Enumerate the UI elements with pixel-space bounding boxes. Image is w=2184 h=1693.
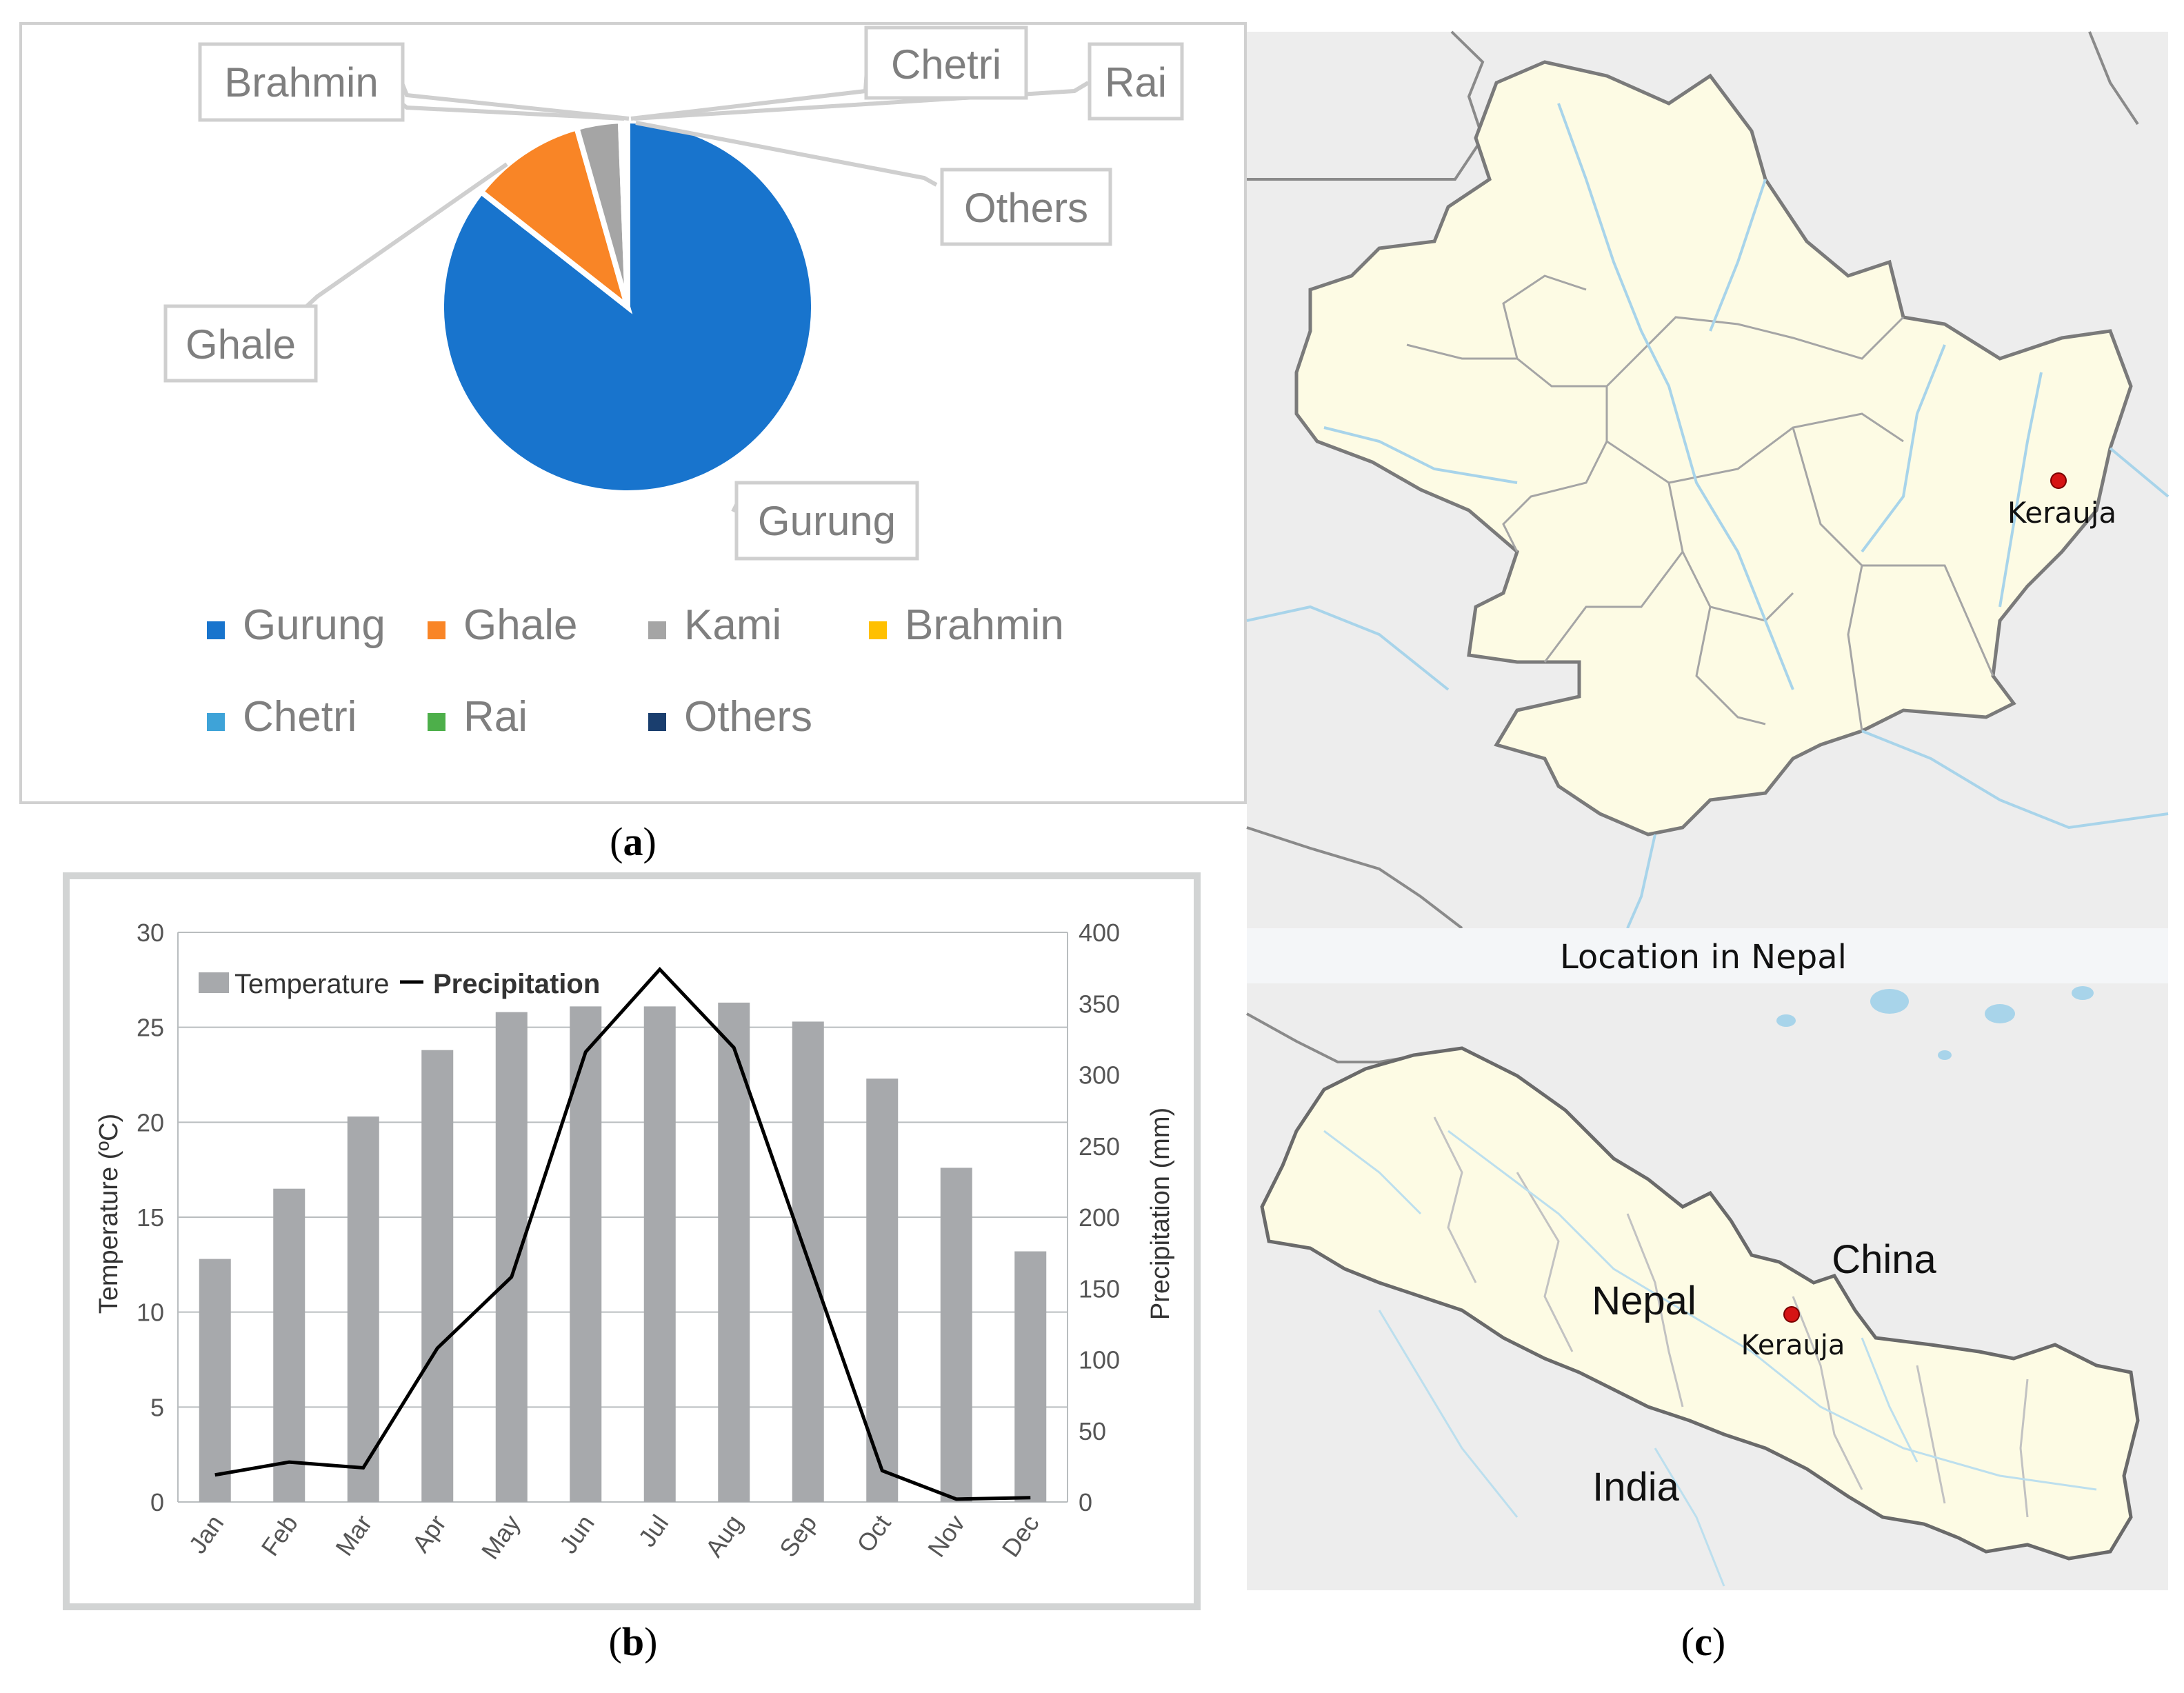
y2-tick-label: 50 — [1079, 1417, 1106, 1445]
legend-temperature-swatch — [199, 972, 229, 993]
callout-rai: Rai — [1105, 59, 1167, 106]
caption-b: (b) — [609, 1619, 658, 1664]
map-panel: Kerauja Location in Nepal — [1246, 30, 2170, 1590]
kerauja-label-upper: Kerauja — [2007, 496, 2116, 530]
climate-frame — [63, 872, 1201, 1610]
kerauja-marker-lower — [1783, 1306, 1800, 1323]
pie-slices — [439, 117, 817, 496]
y-tick-label: 10 — [137, 1299, 164, 1327]
climate-gridlines — [177, 932, 1068, 1503]
legend-swatch-brahmin — [869, 621, 887, 639]
temperature-bar-nov — [940, 1168, 972, 1502]
legend-label-ghale: Ghale — [463, 601, 577, 649]
callout-others: Others — [964, 185, 1088, 231]
nepal-shape — [1260, 1046, 2140, 1561]
y2-tick-label: 300 — [1079, 1061, 1120, 1090]
legend-swatch-gurung — [207, 621, 225, 639]
y2-tick-label: 150 — [1079, 1274, 1120, 1303]
climate-legend: Temperature Precipitation — [199, 969, 600, 999]
y-tick-label: 0 — [150, 1488, 164, 1516]
y-tick-label: 15 — [137, 1203, 164, 1232]
kerauja-marker-upper — [2050, 472, 2067, 489]
map-title: Location in Nepal — [1560, 938, 1847, 976]
temperature-bar-mar — [347, 1116, 379, 1502]
y-tick-label: 5 — [150, 1393, 164, 1421]
temperature-bar-aug — [718, 1002, 750, 1502]
legend-temperature-label: Temperature — [234, 969, 390, 999]
legend-swatch-rai — [428, 713, 445, 731]
temperature-bar-oct — [866, 1079, 899, 1502]
precipitation-line — [214, 967, 1031, 1501]
pie-slice-ghale — [477, 124, 633, 314]
pie-slice-others — [623, 117, 630, 308]
y2-tick-label: 0 — [1079, 1488, 1092, 1516]
temperature-bar-jul — [643, 1006, 676, 1502]
pie-legend: Gurung Ghale Kami Brahmin Chetri Rai Others — [207, 601, 1064, 741]
caption-a: (a) — [610, 819, 657, 864]
label-india: India — [1592, 1465, 1680, 1510]
legend-precipitation-label: Precipitation — [433, 969, 600, 999]
temperature-bar-dec — [1014, 1251, 1047, 1502]
callout-ghale: Ghale — [186, 321, 296, 368]
y-axis-title-temperature: Temperature (ºC) — [94, 1114, 123, 1314]
district-map: Kerauja — [1246, 30, 2170, 930]
callout-brahmin: Brahmin — [224, 59, 378, 106]
legend-label-others: Others — [684, 693, 812, 741]
legend-label-chetri: Chetri — [243, 693, 357, 741]
legend-label-brahmin: Brahmin — [905, 601, 1064, 649]
temperature-bar-feb — [273, 1188, 305, 1502]
temperature-bar-may — [495, 1012, 528, 1502]
pie-panel: Brahmin Chetri Rai Others Ghale Gurung G… — [19, 22, 1247, 804]
y-axis-title-precipitation: Precipitation (mm) — [1146, 1108, 1175, 1320]
y-tick-label: 30 — [137, 919, 164, 947]
label-china: China — [1832, 1237, 1936, 1282]
legend-label-kami: Kami — [684, 601, 781, 649]
y2-tick-label: 100 — [1079, 1346, 1120, 1374]
temperature-bar-jan — [199, 1259, 231, 1502]
legend-label-gurung: Gurung — [243, 601, 385, 649]
temperature-bar-apr — [421, 1050, 454, 1502]
y-tick-label: 20 — [137, 1108, 164, 1136]
y-tick-label: 25 — [137, 1014, 164, 1042]
callout-chetri: Chetri — [891, 41, 1001, 88]
callout-gurung: Gurung — [758, 498, 896, 544]
y2-tick-label: 200 — [1079, 1203, 1120, 1232]
kerauja-label-lower: Kerauja — [1741, 1330, 1845, 1361]
label-nepal: Nepal — [1592, 1279, 1696, 1323]
legend-swatch-chetri — [207, 713, 225, 731]
district-shape — [1294, 60, 2133, 837]
legend-label-rai: Rai — [463, 693, 528, 741]
legend-swatch-ghale — [428, 621, 445, 639]
pie-slice-gurung — [439, 117, 817, 496]
legend-swatch-kami — [648, 621, 666, 639]
caption-c: (c) — [1681, 1619, 1725, 1664]
y2-tick-label: 250 — [1079, 1132, 1120, 1161]
nepal-map: Kerauja Nepal China India — [1246, 983, 2168, 1590]
y2-tick-label: 400 — [1079, 919, 1120, 947]
y2-tick-label: 350 — [1079, 990, 1120, 1018]
legend-swatch-others — [648, 713, 666, 731]
pie-callouts: Brahmin Chetri Rai Others Ghale Gurung — [163, 26, 1184, 561]
